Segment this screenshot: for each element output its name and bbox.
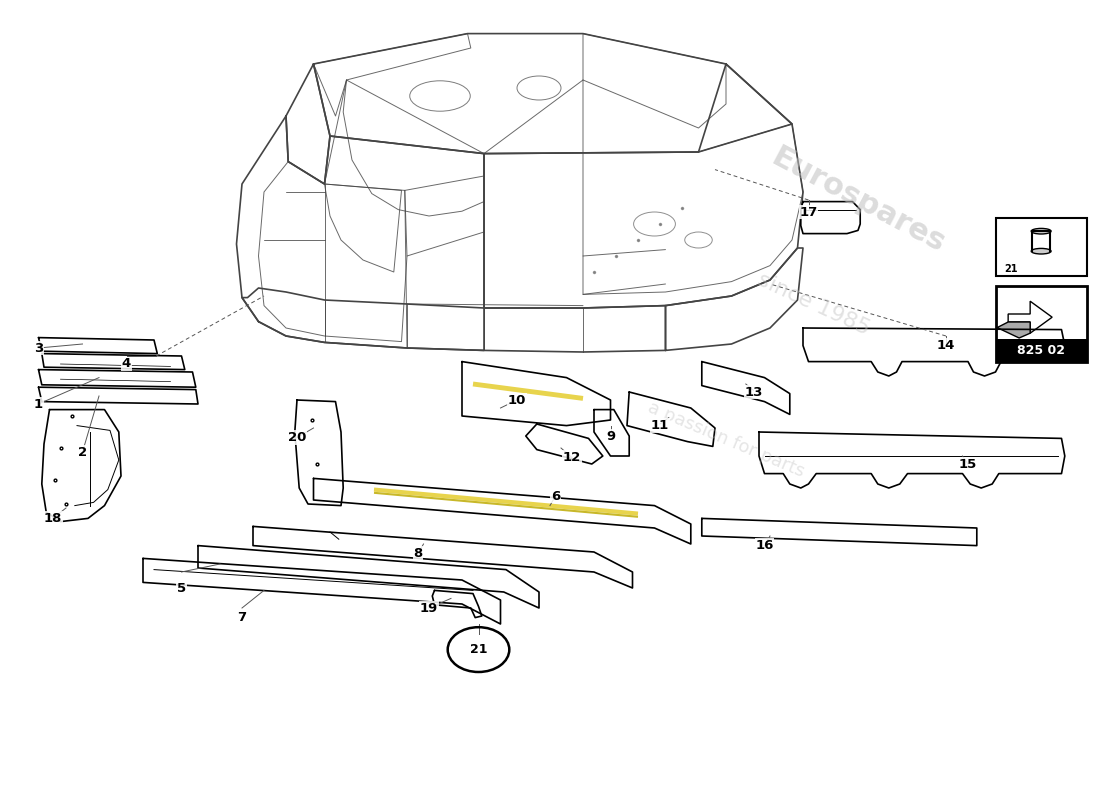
Text: 3: 3 [34,342,43,354]
Text: since 1985: since 1985 [755,270,873,338]
Text: 16: 16 [756,539,773,552]
Polygon shape [1008,301,1053,333]
Polygon shape [997,322,1031,338]
Text: 5: 5 [177,582,186,594]
Text: 18: 18 [44,512,62,525]
Text: 14: 14 [937,339,955,352]
Text: 19: 19 [420,602,438,614]
Text: 21: 21 [470,643,487,656]
Text: 7: 7 [238,611,246,624]
Text: 8: 8 [414,547,422,560]
Text: 13: 13 [745,386,762,398]
Bar [996,339,1087,362]
Text: 825 02: 825 02 [1018,344,1065,357]
Text: 17: 17 [800,206,817,218]
Ellipse shape [1032,229,1052,234]
Text: 1: 1 [34,398,43,410]
Text: 21: 21 [1004,264,1018,274]
Text: a passion for parts: a passion for parts [645,398,807,482]
Text: 4: 4 [122,358,131,370]
Text: 10: 10 [508,394,526,406]
Bar [996,286,1087,362]
Text: 2: 2 [78,446,87,458]
Text: 20: 20 [288,431,306,444]
Text: Eurospares: Eurospares [767,142,949,258]
Bar [996,218,1087,276]
Text: 11: 11 [651,419,669,432]
Ellipse shape [1032,248,1052,254]
Text: 15: 15 [959,458,977,470]
Text: 6: 6 [551,490,560,502]
Text: 12: 12 [563,451,581,464]
Text: 9: 9 [606,430,615,442]
